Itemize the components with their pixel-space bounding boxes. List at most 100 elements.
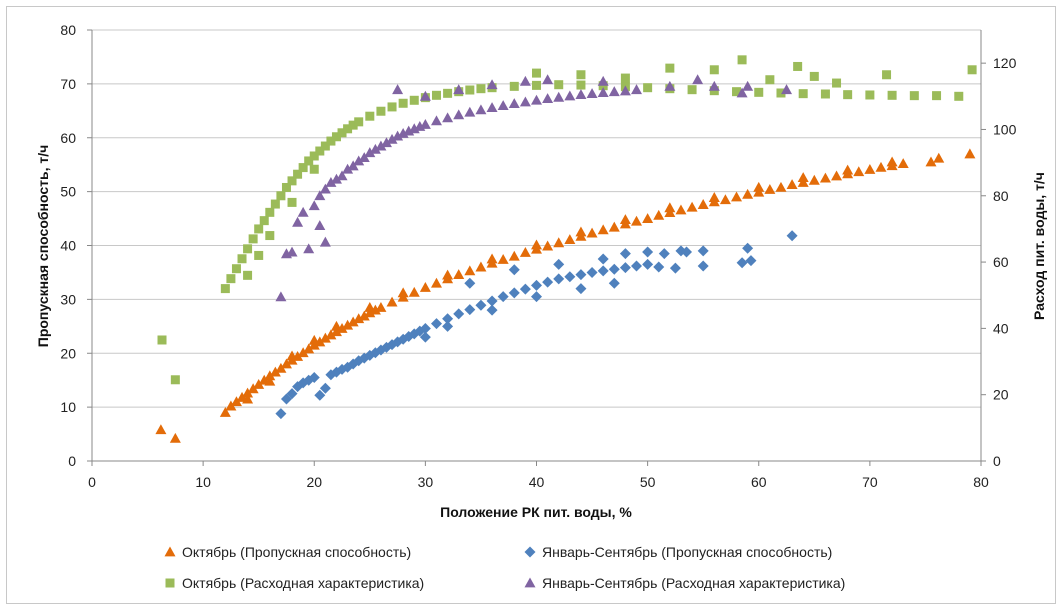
data-point	[231, 264, 241, 274]
data-point	[230, 396, 242, 407]
data-point	[453, 269, 465, 279]
data-point	[575, 283, 587, 295]
data-point	[564, 234, 576, 244]
data-point	[486, 304, 498, 316]
data-point	[542, 93, 554, 104]
x-tick-label: 40	[529, 474, 545, 490]
data-point	[508, 98, 520, 109]
data-point	[430, 318, 442, 330]
data-point	[586, 88, 598, 99]
data-point	[442, 320, 454, 332]
data-point	[269, 366, 281, 377]
data-point	[475, 299, 487, 311]
series-janSep-flow	[275, 74, 793, 302]
data-point	[369, 304, 381, 315]
data-point	[364, 147, 376, 158]
y-tick-label: 40	[60, 238, 76, 254]
data-point	[709, 65, 719, 75]
data-point	[358, 152, 370, 163]
data-point	[353, 313, 365, 324]
data-point	[564, 271, 576, 283]
data-point	[732, 87, 742, 97]
data-point	[631, 84, 643, 95]
data-point	[531, 279, 542, 291]
data-point	[967, 65, 977, 75]
data-point	[330, 320, 342, 331]
data-point	[254, 250, 264, 260]
data-point	[553, 258, 565, 270]
data-point	[309, 151, 319, 161]
data-point	[419, 322, 431, 334]
data-point	[642, 258, 654, 270]
data-point	[347, 160, 359, 171]
data-point	[687, 85, 697, 95]
data-point	[254, 224, 264, 234]
data-point	[675, 245, 687, 257]
data-point	[586, 227, 598, 238]
data-point	[675, 204, 687, 215]
data-point	[619, 85, 631, 96]
y-axis-label: Пропускная способность, т/ч	[35, 145, 51, 347]
data-point	[508, 250, 520, 261]
data-point	[576, 80, 586, 90]
data-point	[342, 163, 354, 174]
data-point	[954, 91, 964, 101]
data-point	[286, 388, 298, 400]
y2-tick-label: 60	[993, 254, 1009, 270]
data-point	[742, 80, 754, 91]
data-point	[465, 85, 475, 95]
data-point	[304, 156, 314, 166]
data-point	[464, 265, 476, 276]
data-point	[476, 84, 486, 94]
data-point	[419, 331, 431, 343]
data-point	[909, 91, 919, 101]
data-point	[736, 87, 748, 98]
data-point	[553, 237, 565, 248]
data-point	[597, 224, 609, 235]
data-point	[553, 91, 565, 102]
data-point	[337, 128, 347, 138]
data-point	[287, 176, 297, 186]
data-point	[519, 283, 531, 295]
data-point	[697, 199, 709, 209]
data-point	[297, 206, 309, 217]
series-oct-flow	[157, 55, 977, 385]
data-point	[375, 301, 387, 312]
data-point	[798, 89, 808, 99]
data-point	[809, 71, 819, 81]
data-point	[386, 296, 398, 307]
data-point	[619, 248, 631, 260]
data-point	[764, 183, 776, 194]
data-point	[531, 291, 542, 303]
data-point	[786, 179, 798, 190]
data-point	[519, 247, 531, 257]
data-point	[797, 172, 809, 183]
data-point	[270, 199, 280, 209]
data-point	[619, 262, 631, 274]
data-point	[319, 332, 331, 343]
data-point	[442, 313, 454, 325]
data-point	[719, 194, 731, 205]
y2-axis-label: Расход пит. воды, т/ч	[1031, 172, 1047, 320]
x-tick-label: 20	[306, 474, 322, 490]
y2-tick-label: 20	[993, 387, 1009, 403]
data-point	[542, 276, 554, 288]
data-point	[619, 214, 631, 225]
data-point	[330, 173, 342, 184]
data-point	[264, 375, 276, 386]
data-point	[631, 215, 643, 226]
data-point	[225, 400, 237, 411]
series-oct-capacity	[155, 148, 976, 443]
data-point	[664, 202, 676, 213]
x-tick-label: 70	[862, 474, 878, 490]
data-point	[642, 213, 654, 223]
data-point	[286, 246, 298, 257]
data-point	[353, 155, 365, 166]
x-axis-label: Положение РК пит. воды, %	[440, 504, 632, 520]
data-point	[508, 264, 520, 276]
data-point	[298, 163, 308, 173]
data-point	[314, 220, 326, 231]
y-tick-label: 50	[60, 184, 76, 200]
legend: Октябрь (Пропускная способность) Январь-С…	[164, 544, 845, 591]
data-point	[887, 90, 897, 100]
